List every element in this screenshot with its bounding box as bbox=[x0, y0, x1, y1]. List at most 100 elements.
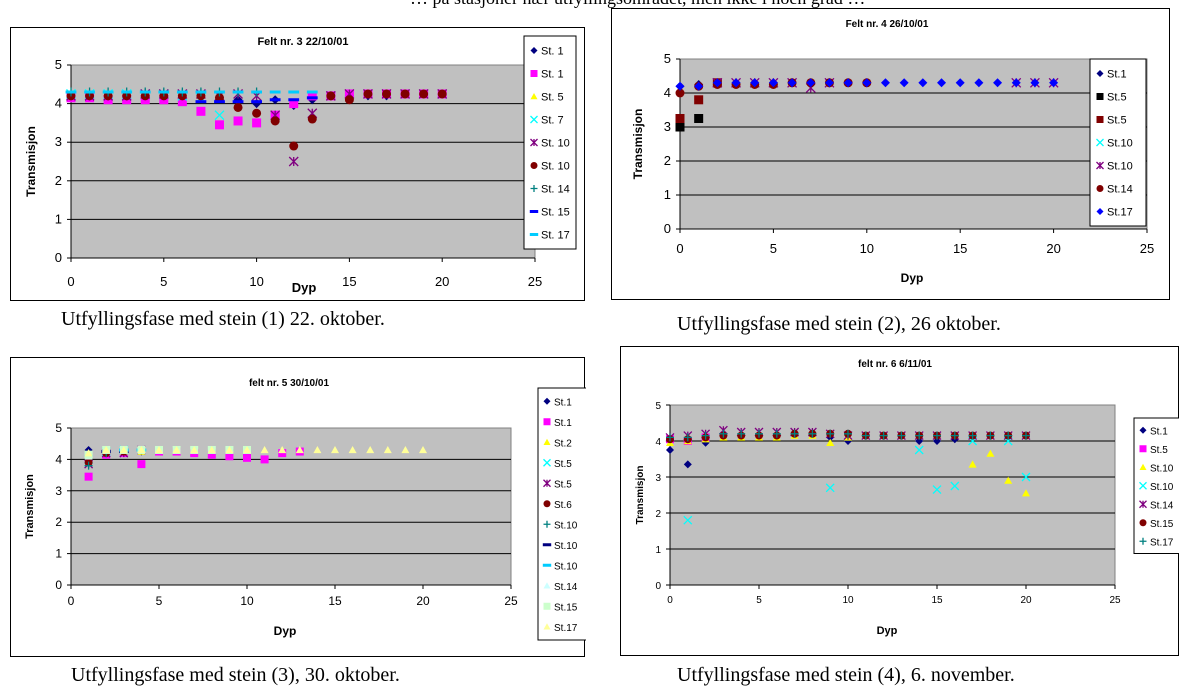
data-point bbox=[383, 445, 392, 454]
chart-2-svg: Felt nr. 4 26/10/01 0 1 2 3 4 5 0 5 10 15 20 25 Dyp Tr… bbox=[631, 19, 1154, 285]
legend-marker bbox=[530, 185, 538, 192]
legend-marker bbox=[1096, 185, 1104, 192]
legend-marker bbox=[1139, 500, 1147, 509]
data-point bbox=[772, 429, 781, 438]
x-tick-label: 10 bbox=[249, 274, 263, 289]
data-point bbox=[826, 438, 835, 446]
chart-3-svg: felt nr. 5 30/10/01 0 1 2 3 4 5 0 5 10 15 20 25 Dyp Tr… bbox=[24, 378, 586, 641]
y-tick-label: 0 bbox=[655, 581, 661, 592]
data-point bbox=[968, 431, 977, 440]
plot-area bbox=[70, 427, 512, 586]
data-point bbox=[326, 91, 336, 101]
x-tick-label: 5 bbox=[770, 241, 777, 256]
legend-label: St.17 bbox=[1150, 537, 1174, 548]
data-point bbox=[675, 114, 685, 123]
data-point bbox=[139, 90, 151, 94]
legend-label: St.10 bbox=[1107, 161, 1133, 173]
legend-label: St.1 bbox=[1150, 426, 1168, 437]
legend-label: St.5 bbox=[1107, 92, 1127, 104]
data-point bbox=[65, 90, 77, 94]
data-point bbox=[675, 81, 685, 91]
x-tick-label: 20 bbox=[1020, 595, 1032, 606]
y-tick-label: 4 bbox=[55, 96, 62, 111]
data-point bbox=[289, 141, 299, 151]
legend-label: St.1 bbox=[1107, 69, 1127, 81]
data-point bbox=[843, 78, 853, 88]
data-point bbox=[419, 89, 429, 99]
data-point bbox=[348, 445, 357, 454]
legend-label: St.14 bbox=[554, 582, 578, 593]
legend-label: St.2 bbox=[554, 438, 572, 449]
data-point bbox=[289, 99, 299, 109]
data-point bbox=[824, 78, 834, 88]
legend-marker bbox=[543, 458, 551, 467]
legend-label: St.10 bbox=[1150, 482, 1174, 493]
x-tick-label: 5 bbox=[756, 595, 762, 606]
legend-marker bbox=[1096, 138, 1104, 147]
data-point bbox=[288, 156, 299, 167]
data-point bbox=[1004, 431, 1013, 440]
legend-label: St. 15 bbox=[541, 207, 570, 219]
chart-title: felt nr. 6 6/11/01 bbox=[858, 359, 932, 370]
data-point bbox=[84, 472, 93, 481]
data-point bbox=[214, 93, 224, 103]
legend-marker bbox=[543, 479, 551, 488]
data-point bbox=[899, 78, 909, 88]
data-point bbox=[750, 78, 760, 88]
data-point bbox=[950, 431, 959, 440]
data-point bbox=[121, 90, 133, 94]
legend-label: St.10 bbox=[554, 561, 578, 572]
data-point bbox=[897, 431, 906, 440]
data-point bbox=[172, 445, 181, 454]
x-tick-label: 15 bbox=[328, 594, 342, 608]
x-tick-label: 0 bbox=[67, 274, 74, 289]
y-tick-label: 4 bbox=[655, 437, 661, 448]
legend-marker bbox=[1096, 161, 1104, 170]
legend-marker bbox=[542, 563, 552, 567]
data-point bbox=[993, 78, 1003, 88]
x-tick-label: 25 bbox=[528, 274, 542, 289]
legend-box bbox=[1133, 417, 1179, 554]
data-point bbox=[932, 485, 942, 495]
data-point bbox=[366, 445, 375, 454]
data-point bbox=[968, 460, 977, 468]
plot-area bbox=[669, 404, 1116, 586]
data-point bbox=[825, 483, 835, 493]
y-axis-label: Transmisjon bbox=[635, 466, 646, 525]
legend-label: St. 10 bbox=[541, 161, 570, 173]
data-point bbox=[225, 452, 234, 461]
legend-label: St.15 bbox=[1150, 519, 1174, 530]
legend-marker bbox=[543, 520, 551, 528]
data-point bbox=[214, 120, 224, 130]
data-point bbox=[207, 445, 216, 454]
y-tick-label: 2 bbox=[655, 509, 661, 520]
legend-marker bbox=[1139, 463, 1147, 471]
data-point bbox=[232, 90, 244, 94]
data-point bbox=[307, 91, 317, 101]
legend-marker bbox=[543, 602, 551, 610]
data-point bbox=[986, 431, 995, 440]
data-point bbox=[712, 78, 722, 88]
x-tick-label: 15 bbox=[931, 595, 943, 606]
legend-box bbox=[537, 387, 586, 641]
chart-1-svg: Felt nr. 3 22/10/01 0 1 2 3 4 5 0 5 10 15 20 25 Dyp Tr… bbox=[24, 35, 577, 295]
data-point bbox=[914, 445, 924, 455]
y-tick-label: 1 bbox=[655, 545, 661, 556]
data-point bbox=[1011, 78, 1021, 88]
data-point bbox=[331, 445, 339, 454]
legend-label: St.1 bbox=[554, 418, 572, 429]
data-point bbox=[808, 429, 817, 438]
data-point bbox=[790, 429, 799, 438]
data-point bbox=[243, 453, 251, 462]
data-point bbox=[401, 445, 410, 454]
y-tick-label: 4 bbox=[55, 452, 62, 466]
series-group bbox=[65, 87, 448, 167]
data-point bbox=[955, 78, 965, 88]
data-point bbox=[731, 78, 741, 88]
data-point bbox=[787, 78, 797, 88]
x-tick-label: 20 bbox=[435, 274, 449, 289]
legend-label: St. 14 bbox=[541, 184, 570, 196]
legend-label: St. 1 bbox=[541, 46, 564, 58]
data-point bbox=[880, 78, 890, 88]
data-point bbox=[260, 445, 269, 454]
